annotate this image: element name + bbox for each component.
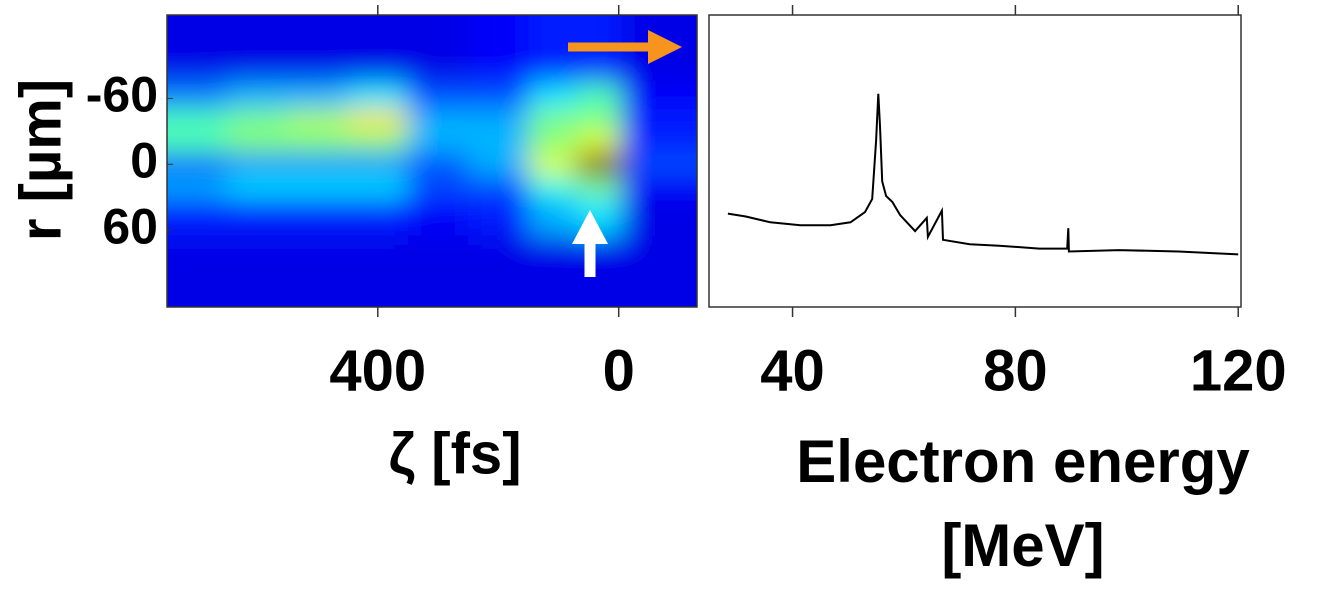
heatmap-cell (227, 131, 289, 155)
heatmap-cell (167, 131, 229, 155)
heatmap-cell (347, 131, 409, 155)
heatmap-cell (468, 81, 530, 111)
heatmap-cell (576, 131, 623, 155)
heatmap-cell (576, 109, 623, 133)
heatmap-cell (621, 153, 697, 177)
heatmap-cell (621, 235, 697, 307)
heatmap-cell (287, 15, 349, 83)
heatmap-cell (528, 15, 578, 83)
heatmap-cell (167, 175, 229, 199)
heatmap-cell (528, 109, 578, 133)
heatmap-cell (287, 235, 349, 307)
heatmap-cell (621, 109, 697, 133)
heatmap-cells (167, 15, 697, 307)
heatmap-cell (347, 235, 409, 307)
heatmap-cell (528, 175, 578, 199)
orange-arrowhead (648, 30, 682, 64)
x-tick-label: 400 (329, 338, 426, 403)
heatmap-cell (407, 175, 470, 199)
x-axis-label: ζ [fs] (388, 421, 521, 486)
heatmap-cell (621, 131, 697, 155)
heatmap-cell (347, 197, 409, 237)
heatmap-cell (468, 131, 530, 155)
heatmap-cell (287, 175, 349, 199)
heatmap-cell (468, 15, 530, 83)
heatmap-cell (468, 175, 530, 199)
heatmap-cell (167, 81, 229, 111)
heatmap-cell (227, 109, 289, 133)
y-tick-label: -60 (86, 67, 158, 123)
heatmap-cell (576, 235, 623, 307)
heatmap-cell (621, 197, 697, 237)
heatmap-cell (347, 15, 409, 83)
y-axis-label: r [µm] (8, 79, 73, 241)
heatmap-cell (528, 81, 578, 111)
heatmap-cell (167, 197, 229, 237)
heatmap-frame (166, 14, 698, 308)
heatmap-cell (167, 235, 229, 307)
heatmap-cell (167, 153, 229, 177)
x-tick-label: 0 (603, 338, 635, 403)
y-tick-label: 0 (130, 132, 158, 188)
heatmap-cell (227, 15, 289, 83)
heatmap-cell (287, 131, 349, 155)
heatmap-cell (407, 235, 470, 307)
heatmap-cell (287, 197, 349, 237)
heatmap-cell (407, 153, 470, 177)
heatmap-cell (468, 153, 530, 177)
heatmap-cell (468, 235, 530, 307)
x-tick-label: 80 (983, 338, 1048, 403)
spectrum-line (727, 93, 1239, 256)
heatmap-cell (227, 197, 289, 237)
heatmap-cell (347, 109, 409, 133)
spectrum-frame (708, 14, 1242, 308)
heatmap-cell (468, 109, 530, 133)
heatmap-cell (347, 81, 409, 111)
heatmap-cell (227, 153, 289, 177)
heatmap-cell (407, 197, 470, 237)
heatmap-cell (621, 175, 697, 199)
heatmap-cell (407, 15, 470, 83)
heatmap-cell (407, 81, 470, 111)
heatmap-cell (287, 81, 349, 111)
heatmap-cell (576, 175, 623, 199)
x-axis-label: Electron energy [MeV] (796, 428, 1250, 579)
heatmap-cell (576, 153, 623, 177)
white-arrowhead (572, 210, 608, 244)
heatmap-cell (167, 15, 229, 83)
heatmap-cell (287, 153, 349, 177)
heatmap-cell (468, 197, 530, 237)
heatmap-cell (347, 175, 409, 199)
heatmap-cell (227, 235, 289, 307)
heatmap-cell (347, 153, 409, 177)
y-tick-label: 60 (102, 198, 158, 254)
heatmap-cell (576, 15, 623, 83)
heatmap-cell (528, 197, 578, 237)
heatmap-cell (407, 109, 470, 133)
heatmap-cell (528, 235, 578, 307)
heatmap-cell (227, 81, 289, 111)
x-tick-label: 40 (760, 338, 825, 403)
heatmap-cell (227, 175, 289, 199)
x-tick-label: 120 (1190, 338, 1287, 403)
heatmap-cell (576, 81, 623, 111)
heatmap-cell (167, 109, 229, 133)
heatmap-cell (407, 131, 470, 155)
heatmap-cell (287, 109, 349, 133)
heatmap-cell (621, 81, 697, 111)
heatmap-cell (528, 153, 578, 177)
heatmap-cell (528, 131, 578, 155)
